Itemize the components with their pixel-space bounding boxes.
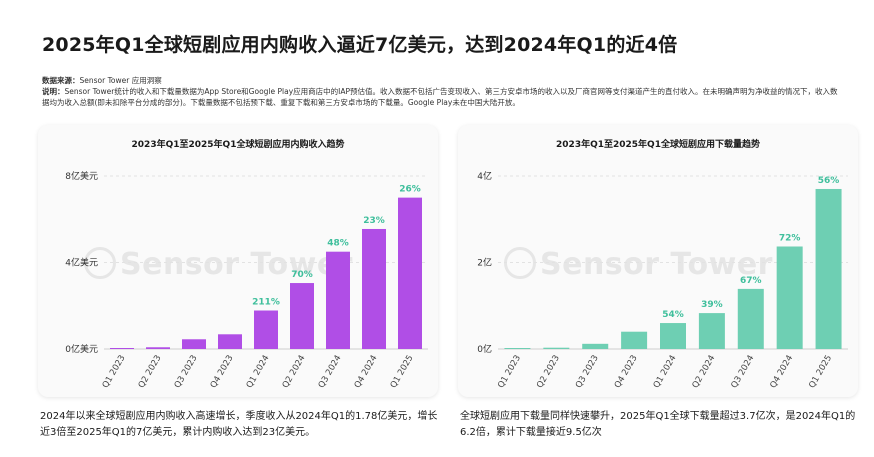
data-source: 数据来源：Sensor Tower 应用洞察	[42, 75, 162, 86]
bar	[254, 310, 278, 349]
y-tick-label: 8亿美元	[65, 170, 98, 182]
data-source-label: 数据来源：	[42, 76, 80, 85]
bar	[146, 347, 170, 349]
bar	[698, 313, 725, 349]
revenue-caption: 2024年以来全球短剧应用内购收入高速增长，季度收入从2024年Q1的1.78亿…	[40, 411, 438, 438]
x-tick-label: Q1 2024	[652, 354, 679, 391]
revenue-chart-panel: Sensor Tower 2023年Q1至2025年Q1全球短剧应用内购收入趋势…	[38, 125, 438, 397]
bar	[815, 188, 842, 349]
data-note-text: Sensor Tower统计的收入和下载量数据为App Store和Google…	[42, 87, 838, 107]
bar	[660, 323, 686, 349]
downloads-chart-panel: Sensor Tower 2023年Q1至2025年Q1全球短剧应用下载量趋势 …	[458, 125, 858, 397]
data-label: 67%	[740, 276, 762, 286]
x-tick-label: Q2 2023	[137, 354, 164, 391]
downloads-caption: 全球短剧应用下载量同样快速攀升，2025年Q1全球下载量超过3.7亿次，是202…	[460, 411, 856, 438]
bar	[182, 339, 206, 349]
bar	[398, 197, 422, 349]
bar	[621, 331, 648, 349]
bar	[504, 348, 531, 349]
data-label: 56%	[818, 176, 840, 186]
bar	[290, 283, 314, 349]
bar	[582, 343, 609, 349]
x-tick-label: Q3 2023	[173, 354, 200, 391]
y-tick-label: 0亿	[477, 343, 492, 355]
data-label: 70%	[291, 270, 313, 280]
x-tick-label: Q3 2023	[574, 354, 601, 391]
bar	[737, 288, 764, 349]
watermark: Sensor Tower	[540, 247, 773, 282]
data-label: 211%	[252, 298, 280, 308]
watermark-logo-icon	[84, 247, 116, 279]
x-tick-label: Q1 2023	[101, 354, 128, 391]
x-tick-label: Q2 2023	[535, 354, 562, 391]
x-tick-label: Q4 2023	[613, 354, 640, 391]
x-tick-label: Q1 2024	[245, 354, 272, 391]
bar	[543, 347, 570, 349]
x-tick-label: Q4 2024	[353, 354, 380, 391]
data-label: 72%	[779, 233, 801, 243]
x-tick-label: Q1 2023	[496, 354, 523, 391]
x-tick-label: Q3 2024	[729, 354, 756, 391]
x-tick-label: Q1 2025	[807, 354, 834, 391]
y-tick-label: 4亿美元	[65, 257, 98, 269]
y-tick-label: 0亿美元	[65, 343, 98, 355]
downloads-chart-title: 2023年Q1至2025年Q1全球短剧应用下载量趋势	[556, 140, 760, 150]
bar	[776, 246, 803, 349]
revenue-chart: 0亿美元 4亿美元 8亿美元 Q1 2023 Q2 2023 Q3 2023 Q4 2023…	[65, 170, 428, 391]
y-tick-label: 4亿	[477, 170, 492, 182]
bar	[218, 334, 242, 349]
y-tick-label: 2亿	[477, 257, 492, 269]
x-tick-label: Q2 2024	[691, 354, 718, 391]
downloads-chart: 0亿 2亿 4亿 Q1 2023 Q2 2023 Q3 2023 Q4 2023 54% Q1 …	[477, 170, 848, 391]
x-tick-label: Q2 2024	[281, 354, 308, 391]
data-label: 54%	[662, 310, 684, 320]
data-label: 39%	[701, 300, 723, 310]
x-tick-label: Q4 2024	[768, 354, 795, 391]
bar	[362, 228, 386, 349]
data-note-label: 说明：	[42, 87, 65, 96]
watermark: Sensor Tower	[120, 247, 353, 282]
page-title: 2025年Q1全球短剧应用内购收入逼近7亿美元，达到2024年Q1的近4倍	[42, 34, 678, 56]
data-note: 说明：Sensor Tower统计的收入和下载量数据为App Store和Goo…	[42, 87, 842, 108]
data-label: 48%	[327, 239, 349, 249]
x-tick-label: Q3 2024	[317, 354, 344, 391]
bar	[110, 348, 134, 349]
data-source-value: Sensor Tower 应用洞察	[79, 76, 162, 85]
revenue-chart-title: 2023年Q1至2025年Q1全球短剧应用内购收入趋势	[131, 140, 345, 150]
bar	[326, 251, 350, 349]
x-tick-label: Q4 2023	[209, 354, 236, 391]
x-tick-label: Q1 2025	[389, 354, 416, 391]
data-label: 26%	[399, 185, 421, 195]
data-label: 23%	[363, 216, 385, 226]
